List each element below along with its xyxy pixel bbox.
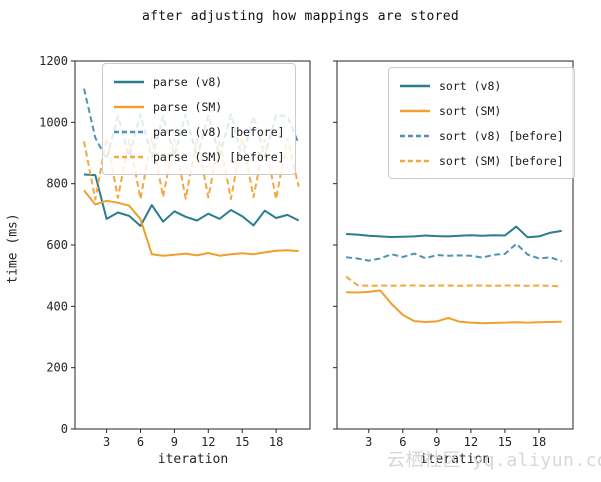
dashed-line-swatch-icon bbox=[400, 159, 430, 162]
x-tick-label: 6 bbox=[137, 435, 144, 449]
legend-item-parse-sm: parse (SM) bbox=[113, 94, 285, 119]
legend-sort: sort (v8) sort (SM) sort (v8) [before] sort… bbox=[388, 67, 575, 179]
legend-item-parse-v8: parse (v8) bbox=[113, 69, 285, 94]
x-tick-label: 9 bbox=[433, 435, 440, 449]
legend-item-label: sort (SM) [before] bbox=[439, 153, 564, 168]
y-tick-label: 0 bbox=[61, 422, 68, 436]
series-line-sort-sm bbox=[346, 289, 562, 325]
dashed-line-swatch-icon bbox=[400, 134, 430, 137]
dashed-line-swatch-icon bbox=[114, 130, 144, 133]
y-tick-label: 1200 bbox=[39, 54, 68, 68]
x-axis-label-right: iteration bbox=[419, 452, 491, 467]
legend-item-sort-v8-before: sort (v8) [before] bbox=[399, 123, 564, 148]
watermark: 云栖社区 yq.aliyun.com bbox=[387, 450, 601, 471]
legend-item-label: sort (SM) bbox=[439, 103, 502, 118]
x-tick-label: 15 bbox=[235, 435, 249, 449]
legend-item-sort-v8: sort (v8) bbox=[399, 73, 564, 98]
legend-item-label: parse (SM) [before] bbox=[153, 149, 285, 164]
axes-frame bbox=[74, 60, 311, 430]
series-line-sort-v8 bbox=[346, 225, 562, 239]
axes-frame bbox=[336, 60, 574, 430]
y-tick-label: 200 bbox=[46, 361, 68, 375]
legend-item-parse-sm-before: parse (SM) [before] bbox=[113, 144, 285, 169]
series-line-sort-sm-before bbox=[345, 275, 562, 288]
solid-line-swatch-icon bbox=[114, 105, 144, 108]
x-tick-label: 3 bbox=[365, 435, 372, 449]
y-tick-label: 800 bbox=[46, 177, 68, 191]
series-line-parse-sm bbox=[83, 189, 299, 257]
legend-item-sort-sm: sort (SM) bbox=[399, 98, 564, 123]
y-tick-label: 1000 bbox=[39, 115, 68, 129]
legend-item-label: sort (v8) bbox=[439, 78, 502, 93]
x-tick-label: 18 bbox=[532, 435, 546, 449]
legend-item-label: parse (v8) [before] bbox=[153, 124, 285, 139]
y-tick-label: 400 bbox=[46, 299, 68, 313]
x-tick-label: 12 bbox=[464, 435, 478, 449]
x-tick-label: 12 bbox=[201, 435, 215, 449]
legend-item-label: parse (SM) bbox=[153, 99, 223, 114]
legend-parse: parse (v8) parse (SM) parse (v8) [before] p… bbox=[102, 63, 296, 175]
y-axis-label: time (ms) bbox=[5, 213, 21, 284]
solid-line-swatch-icon bbox=[400, 109, 430, 112]
solid-line-swatch-icon bbox=[114, 80, 144, 83]
legend-item-sort-sm-before: sort (SM) [before] bbox=[399, 148, 564, 173]
y-tick-label: 600 bbox=[46, 238, 68, 252]
x-tick-label: 6 bbox=[399, 435, 406, 449]
dashed-line-swatch-icon bbox=[114, 155, 144, 158]
series-line-parse-v8 bbox=[83, 173, 300, 227]
x-tick-label: 3 bbox=[103, 435, 110, 449]
series-line-sort-v8-before bbox=[345, 242, 563, 263]
x-axis-label-left: iteration bbox=[157, 452, 229, 467]
solid-line-swatch-icon bbox=[400, 84, 430, 87]
legend-item-label: sort (v8) [before] bbox=[439, 128, 564, 143]
legend-item-parse-v8-before: parse (v8) [before] bbox=[113, 119, 285, 144]
chart-title: after adjusting how mappings are stored bbox=[142, 9, 459, 24]
x-tick-label: 18 bbox=[269, 435, 283, 449]
legend-item-label: parse (v8) bbox=[153, 74, 223, 89]
x-tick-label: 9 bbox=[171, 435, 178, 449]
x-tick-label: 15 bbox=[498, 435, 512, 449]
